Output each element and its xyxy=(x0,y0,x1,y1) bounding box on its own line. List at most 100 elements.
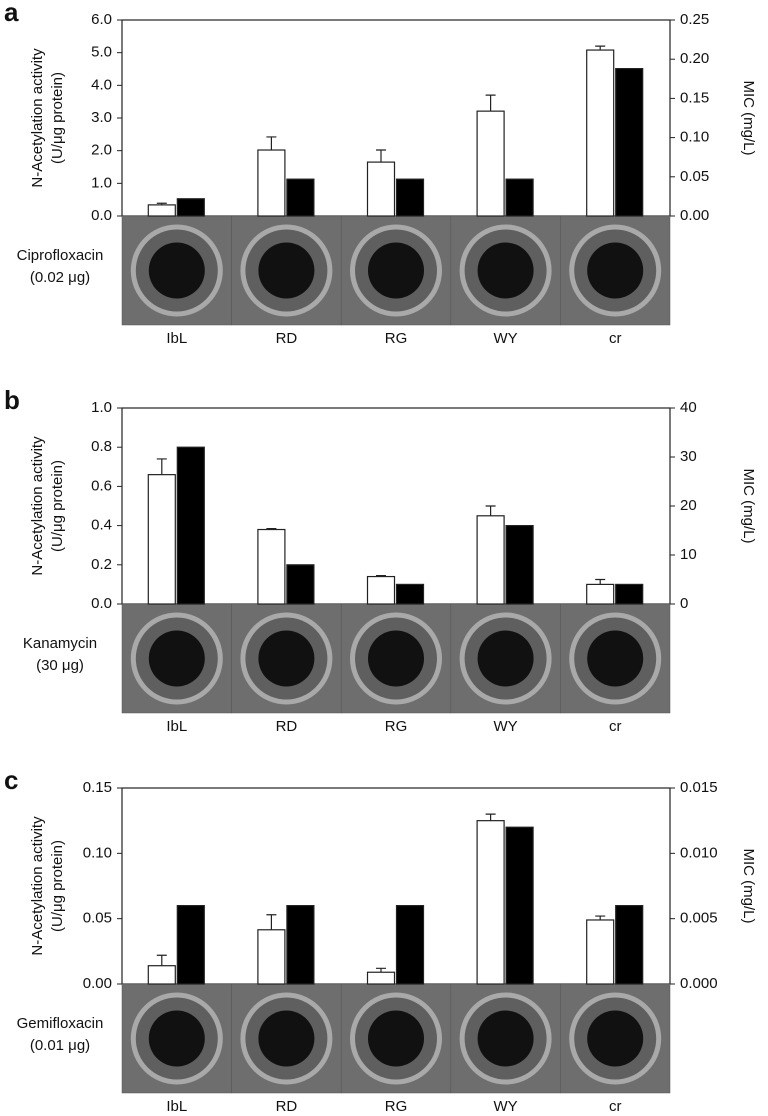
y2-axis-label: MIC (mg/L) xyxy=(740,469,757,544)
bar xyxy=(615,68,644,217)
y-tick-label: 5.0 xyxy=(91,44,112,61)
disc xyxy=(258,242,315,299)
bar xyxy=(286,564,315,605)
disc xyxy=(587,242,644,299)
bar xyxy=(257,149,286,217)
bar xyxy=(476,515,505,605)
bar xyxy=(586,583,615,605)
bar xyxy=(176,904,205,985)
disc xyxy=(587,1010,644,1067)
y-tick-label: 1.0 xyxy=(91,399,112,416)
bar xyxy=(395,583,425,605)
disc xyxy=(368,1010,424,1067)
y2-tick-label: 0.25 xyxy=(680,11,709,28)
y-tick-label: 0.0 xyxy=(91,207,112,224)
disc-label: Gemifloxacin xyxy=(17,1015,104,1032)
error-bar xyxy=(156,458,167,475)
bar xyxy=(395,904,425,985)
x-tick-label: IbL xyxy=(166,1098,187,1115)
disc xyxy=(477,242,534,299)
disc-label: (0.02 μg) xyxy=(30,269,90,286)
disc xyxy=(258,1010,315,1067)
y-tick-label: 2.0 xyxy=(91,142,112,159)
disc-label: (30 μg) xyxy=(36,657,84,674)
bar xyxy=(286,178,315,217)
y2-tick-label: 0.20 xyxy=(680,50,709,67)
x-tick-label: IbL xyxy=(166,330,187,347)
bar xyxy=(505,524,534,605)
bar xyxy=(147,204,176,217)
bar xyxy=(615,904,644,985)
y-tick-label: 0.15 xyxy=(83,779,112,796)
bar xyxy=(395,178,425,217)
bar xyxy=(257,528,286,605)
bar xyxy=(147,965,176,985)
disc xyxy=(148,242,205,299)
x-tick-label: RG xyxy=(385,330,408,347)
x-tick-label: RD xyxy=(276,1098,298,1115)
y2-tick-label: 0.015 xyxy=(680,779,718,796)
bar xyxy=(366,575,396,605)
bar xyxy=(586,919,615,985)
panel-letter: b xyxy=(4,385,20,415)
y2-tick-label: 40 xyxy=(680,399,697,416)
disc-label: Kanamycin xyxy=(23,635,97,652)
x-tick-label: cr xyxy=(609,718,622,735)
error-bar xyxy=(485,505,496,516)
bar xyxy=(505,826,534,985)
bar xyxy=(257,929,286,985)
y-tick-label: 0.05 xyxy=(83,910,112,927)
y-tick-label: 0.0 xyxy=(91,595,112,612)
x-tick-label: WY xyxy=(494,718,518,735)
x-tick-label: RD xyxy=(276,330,298,347)
x-tick-label: cr xyxy=(609,1098,622,1115)
error-bar xyxy=(595,915,606,920)
error-bar xyxy=(485,94,496,112)
disc xyxy=(477,1010,534,1067)
y-axis-label: (U/μg protein) xyxy=(49,72,66,164)
x-tick-label: WY xyxy=(494,330,518,347)
disc xyxy=(587,630,644,687)
error-bar xyxy=(485,813,496,821)
y-tick-label: 0.4 xyxy=(91,517,112,534)
y2-tick-label: 0.010 xyxy=(680,844,718,861)
y-axis-label: (U/μg protein) xyxy=(49,460,66,552)
y-axis-label: N-Acetylation activity xyxy=(29,436,46,576)
y2-tick-label: 0.15 xyxy=(680,89,709,106)
y2-tick-label: 0 xyxy=(680,595,688,612)
error-bar xyxy=(595,578,606,585)
y-tick-label: 3.0 xyxy=(91,109,112,126)
y-axis-label: (U/μg protein) xyxy=(49,840,66,932)
y2-tick-label: 0.005 xyxy=(680,910,718,927)
y-axis-label: N-Acetylation activity xyxy=(29,48,46,188)
disc-label: (0.01 μg) xyxy=(30,1037,90,1054)
y2-axis-label: MIC (mg/L) xyxy=(740,81,757,156)
y-tick-label: 0.2 xyxy=(91,556,112,573)
error-bar xyxy=(266,914,277,930)
bar xyxy=(476,820,505,985)
x-tick-label: IbL xyxy=(166,718,187,735)
disc-label: Ciprofloxacin xyxy=(17,247,104,264)
y-tick-label: 0.8 xyxy=(91,438,112,455)
x-tick-label: WY xyxy=(494,1098,518,1115)
y-tick-label: 0.6 xyxy=(91,477,112,494)
disc xyxy=(368,242,424,299)
y-tick-label: 6.0 xyxy=(91,11,112,28)
bar xyxy=(286,904,315,985)
panel-letter: a xyxy=(4,0,19,27)
error-bar xyxy=(595,45,606,51)
bar xyxy=(147,474,176,605)
y2-tick-label: 30 xyxy=(680,448,697,465)
bar xyxy=(586,49,615,217)
error-bar xyxy=(156,954,167,966)
bar xyxy=(366,161,396,217)
y2-tick-label: 0.10 xyxy=(680,129,709,146)
y2-tick-label: 0.05 xyxy=(680,168,709,185)
disc xyxy=(258,630,315,687)
y-tick-label: 0.10 xyxy=(83,844,112,861)
error-bar xyxy=(376,967,386,973)
disc xyxy=(477,630,534,687)
y2-tick-label: 0.000 xyxy=(680,975,718,992)
bar xyxy=(366,971,396,985)
